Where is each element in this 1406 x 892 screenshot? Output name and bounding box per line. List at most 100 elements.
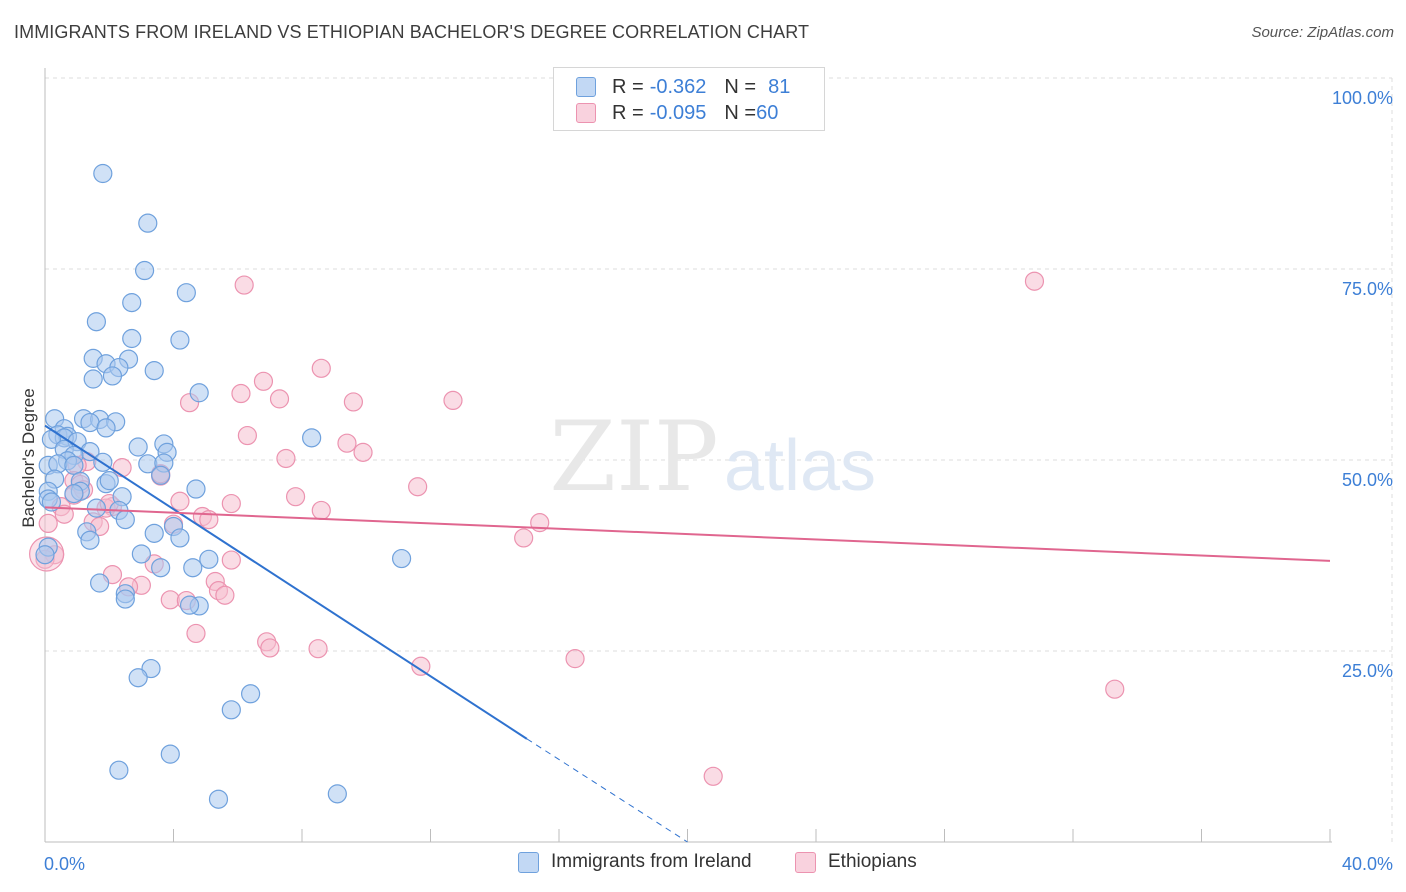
ethiopians-point xyxy=(285,487,306,507)
ireland-point xyxy=(128,668,148,688)
ethiopians-point xyxy=(38,513,58,534)
bottom-legend-ethiopians: Ethiopians xyxy=(795,851,917,873)
legend-r-label: R = xyxy=(612,75,644,98)
ireland-points xyxy=(35,163,412,809)
ireland-point xyxy=(138,213,158,233)
legend-n-value: 60 xyxy=(756,101,779,124)
legend-r-value: -0.362 xyxy=(649,75,707,98)
y-axis-label: Bachelor's Degree xyxy=(19,388,38,528)
y-tick-label: 25.0% xyxy=(1342,661,1393,681)
axes-layer xyxy=(44,68,1332,843)
ethiopians-point xyxy=(443,390,463,411)
ireland-point xyxy=(102,366,123,386)
ethiopians-point xyxy=(253,371,274,391)
ireland-point xyxy=(83,369,103,389)
ethiopians-point xyxy=(186,623,206,644)
ireland-point xyxy=(115,589,135,609)
ethiopians-point xyxy=(221,550,241,570)
ireland-point xyxy=(183,558,203,578)
ethiopians-point xyxy=(237,425,257,446)
ireland-point xyxy=(144,523,164,543)
ethiopians-point xyxy=(231,383,251,404)
ireland-point xyxy=(64,455,84,475)
ireland-point xyxy=(131,544,151,564)
ethiopians-trend-line xyxy=(44,506,1331,562)
ireland-point xyxy=(208,789,229,809)
ireland-point xyxy=(90,573,110,593)
legend-n-label: N = xyxy=(724,75,757,98)
y-tick-label: 50.0% xyxy=(1342,470,1393,490)
legend-n-value: 81 xyxy=(768,75,791,98)
ireland-point xyxy=(199,549,219,569)
ireland-point xyxy=(64,484,84,504)
ethiopians-point xyxy=(269,389,290,409)
ethiopians-point xyxy=(260,638,280,658)
legend-row-ireland: R = -0.362 N = 81 xyxy=(576,75,790,99)
ireland-point xyxy=(122,328,142,349)
ethiopians-point xyxy=(411,656,431,676)
trend-layer xyxy=(44,424,1331,843)
ethiopians-point xyxy=(215,585,235,605)
y-tick-label: 75.0% xyxy=(1342,279,1393,299)
legend-r-label: R = xyxy=(612,101,644,124)
legend-n-label: N = xyxy=(724,101,757,124)
ethiopians-point xyxy=(703,766,723,786)
ethiopians-point xyxy=(343,392,363,412)
x-tick-label-min: 0.0% xyxy=(44,854,85,874)
ireland-point xyxy=(170,528,190,548)
ireland-point xyxy=(115,509,135,530)
tick-labels: 25.0% 50.0% 75.0% 100.0% 0.0% 40.0% xyxy=(44,88,1393,874)
ethiopians-point xyxy=(514,528,534,548)
ireland-point xyxy=(93,163,113,184)
ireland-point xyxy=(179,595,200,615)
legend-swatch-blue xyxy=(576,77,596,97)
x-tick-label-max: 40.0% xyxy=(1342,854,1393,874)
ireland-trend-extension xyxy=(526,738,688,843)
ireland-point xyxy=(128,437,148,457)
bottom-legend-ireland: Immigrants from Ireland xyxy=(518,851,752,873)
ireland-point xyxy=(151,558,171,578)
ethiopians-points xyxy=(29,271,1125,786)
ireland-point xyxy=(134,260,155,281)
ireland-point xyxy=(80,412,100,433)
ethiopians-point xyxy=(311,358,331,378)
ireland-point xyxy=(241,684,261,704)
ethiopians-point xyxy=(308,639,328,659)
ireland-point xyxy=(35,545,55,565)
ireland-point xyxy=(302,428,322,448)
bottom-legend: Immigrants from Ireland Ethiopians xyxy=(0,851,1406,877)
bottom-legend-swatch-pink xyxy=(795,851,816,873)
chart-title: IMMIGRANTS FROM IRELAND VS ETHIOPIAN BAC… xyxy=(14,22,810,42)
ethiopians-point xyxy=(311,500,331,521)
ethiopians-point xyxy=(353,442,373,462)
ireland-point xyxy=(86,312,107,332)
ethiopians-point xyxy=(337,433,357,453)
bottom-legend-label: Immigrants from Ireland xyxy=(551,851,752,872)
bottom-legend-label: Ethiopians xyxy=(828,851,917,872)
y-tick-label: 100.0% xyxy=(1332,88,1393,108)
ireland-point xyxy=(170,330,190,350)
ethiopians-point xyxy=(565,649,585,669)
ireland-point xyxy=(160,744,180,764)
ireland-point xyxy=(86,498,107,518)
ethiopians-point xyxy=(221,493,241,514)
ethiopians-point xyxy=(54,504,74,524)
ireland-point xyxy=(176,283,196,303)
ireland-point xyxy=(96,418,116,438)
bottom-legend-swatch-blue xyxy=(518,851,539,873)
legend-row-ethiopians: R = -0.095 N = 60 xyxy=(576,101,778,125)
ireland-point xyxy=(327,784,347,804)
ethiopians-point xyxy=(408,477,428,497)
ireland-point xyxy=(151,465,171,485)
ethiopians-point xyxy=(1105,679,1125,699)
ethiopians-point xyxy=(1024,271,1045,291)
ireland-point xyxy=(221,700,241,720)
ireland-point xyxy=(99,471,119,491)
legend-box: R = -0.362 N = 81 R = -0.095 N = 60 xyxy=(553,67,825,131)
ethiopians-point xyxy=(234,275,254,295)
legend-swatch-pink xyxy=(576,103,596,123)
ethiopians-point xyxy=(170,491,190,511)
ireland-point xyxy=(109,760,129,780)
ireland-trend-line xyxy=(44,424,528,740)
